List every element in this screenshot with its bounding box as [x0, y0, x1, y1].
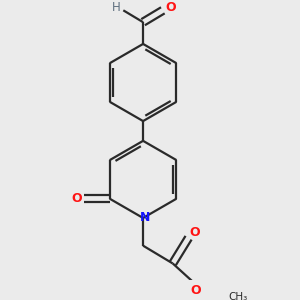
- Text: H: H: [112, 2, 120, 14]
- Text: O: O: [190, 284, 201, 297]
- Text: N: N: [140, 212, 150, 224]
- Text: O: O: [71, 192, 82, 205]
- Text: O: O: [165, 2, 176, 14]
- Text: CH₃: CH₃: [228, 292, 248, 300]
- Text: O: O: [189, 226, 200, 239]
